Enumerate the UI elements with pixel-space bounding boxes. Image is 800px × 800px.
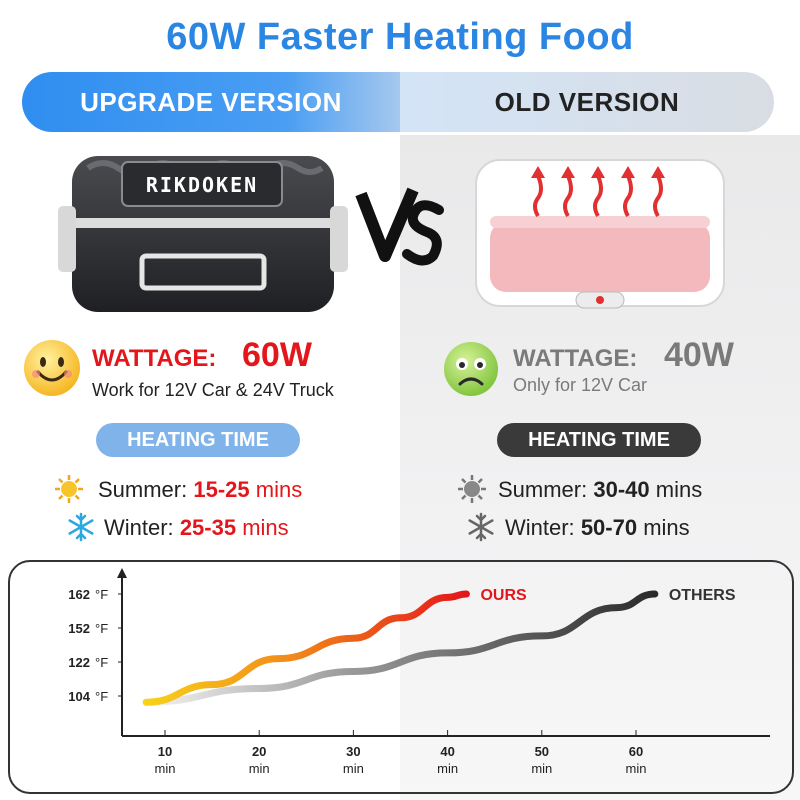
summer-value: 15-25: [193, 477, 250, 502]
x-tick-label: 60: [629, 744, 643, 759]
series-label: OTHERS: [669, 587, 736, 604]
y-tick-label: 162: [68, 587, 90, 602]
upgrade-wattage-value: 60W: [242, 336, 312, 374]
old-version-label: OLD VERSION: [400, 72, 774, 132]
upgrade-winter-row: Winter: 25-35 mins: [104, 515, 289, 541]
winter-value: 25-35: [179, 515, 237, 540]
vs-icon: [355, 187, 444, 266]
summer-unit: mins: [655, 477, 703, 502]
old-wattage-value: 40W: [664, 336, 734, 374]
x-tick-label: 50: [535, 744, 549, 759]
series-line-others: [142, 590, 659, 706]
x-tick-label: 40: [440, 744, 454, 759]
old-wattage-label: WATTAGE:: [513, 345, 638, 372]
x-tick-label: 10: [158, 744, 172, 759]
upgrade-version-label: UPGRADE VERSION: [22, 72, 400, 132]
old-summer-row: Summer: 30-40 mins: [498, 477, 702, 503]
y-tick-unit: °F: [95, 587, 108, 602]
upgrade-wattage-note: Work for 12V Car & 24V Truck: [92, 380, 334, 400]
summer-unit: mins: [255, 477, 303, 502]
sun-icon: [55, 475, 83, 503]
heating-curve-chart: 104 °F 122 °F 152 °F 162 °F 10 min 20 min 30 min 40 mi…: [68, 568, 770, 776]
y-tick-unit: °F: [95, 689, 108, 704]
old-lunchbox-image: [475, 159, 725, 309]
y-tick-unit: °F: [95, 621, 108, 636]
old-wattage-note: Only for 12V Car: [513, 375, 648, 395]
heat-arrows-icon: [533, 175, 663, 218]
snowflake-gray-icon: [468, 512, 494, 542]
upgrade-summer-row: Summer: 15-25 mins: [98, 477, 302, 503]
upgrade-heating-time-badge: HEATING TIME: [96, 423, 300, 457]
winter-label: Winter:: [104, 515, 174, 540]
x-tick-label: 30: [346, 744, 360, 759]
x-tick-unit: min: [437, 761, 458, 776]
sun-gray-icon: [458, 475, 486, 503]
x-tick-unit: min: [626, 761, 647, 776]
sad-face-icon: [444, 342, 498, 396]
x-tick-unit: min: [249, 761, 270, 776]
x-tick-unit: min: [155, 761, 176, 776]
version-bar: UPGRADE VERSION OLD VERSION: [22, 72, 774, 132]
x-tick-unit: min: [531, 761, 552, 776]
summer-label: Summer:: [498, 477, 588, 502]
y-tick-unit: °F: [95, 655, 108, 670]
upgrade-wattage-label: WATTAGE:: [92, 345, 217, 372]
summer-label: Summer:: [98, 477, 188, 502]
heating-chart-frame: [8, 560, 794, 794]
y-tick-label: 104: [68, 689, 90, 704]
y-tick-label: 152: [68, 621, 90, 636]
winter-label: Winter:: [505, 515, 575, 540]
y-tick-label: 122: [68, 655, 90, 670]
winter-unit: mins: [242, 515, 289, 540]
summer-value: 30-40: [593, 477, 650, 502]
x-tick-label: 20: [252, 744, 266, 759]
x-tick-unit: min: [343, 761, 364, 776]
winter-unit: mins: [643, 515, 690, 540]
series-label: OURS: [480, 587, 527, 604]
series-line-ours: [142, 590, 470, 706]
winter-value: 50-70: [580, 515, 638, 540]
brand-logo: RIKDOKEN: [146, 173, 258, 197]
happy-face-icon: [24, 340, 80, 396]
upgrade-lunchbox-image: RIKDOKEN: [58, 156, 348, 312]
old-heating-time-badge: HEATING TIME: [497, 423, 701, 457]
headline: 60W Faster Heating Food: [166, 16, 634, 58]
snowflake-icon: [68, 512, 94, 542]
old-winter-row: Winter: 50-70 mins: [505, 515, 690, 541]
